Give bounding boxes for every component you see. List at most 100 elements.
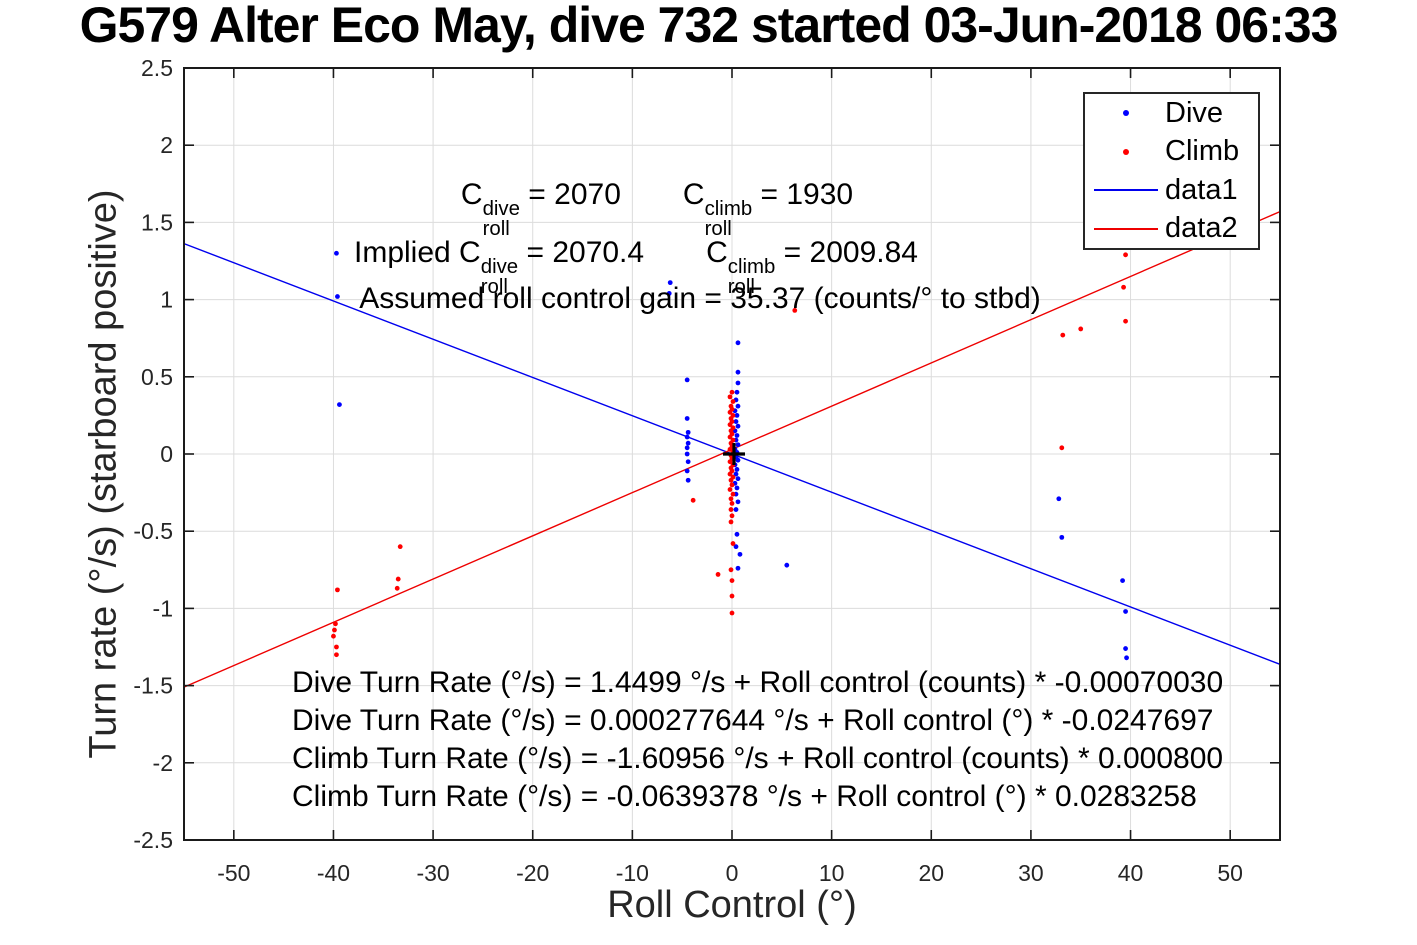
x-tick-label: -50 [217, 860, 250, 886]
dive-point [735, 369, 741, 375]
climb-point [728, 519, 734, 525]
legend-entry-data1: data1 [1085, 172, 1258, 208]
dive-point [734, 413, 740, 418]
climb-point [792, 308, 798, 313]
y-tick-label: -1 [153, 595, 173, 621]
x-tick-label: 30 [1018, 860, 1044, 886]
sup-sub-stack: climb roll [704, 198, 753, 240]
y-tick-label: 2 [160, 132, 173, 158]
equation-line: Dive Turn Rate (°/s) = 0.000277644 °/s +… [292, 704, 1214, 737]
dive-point [1056, 496, 1062, 502]
climb-point [335, 587, 340, 593]
dive-point [735, 403, 741, 409]
dive-point [685, 459, 691, 465]
dive-point [1120, 578, 1125, 584]
dive-point [735, 457, 741, 463]
climb-point [729, 501, 735, 506]
climb-point [332, 627, 337, 633]
dive-point [1123, 609, 1128, 614]
equation-line: Dive Turn Rate (°/s) = 1.4499 °/s + Roll… [292, 666, 1224, 699]
dive-point [684, 468, 690, 474]
sup-sub-stack: dive roll [480, 256, 519, 298]
dive-point [734, 467, 740, 472]
dive-point [734, 485, 740, 491]
data1-line-marker-icon [1094, 189, 1158, 192]
legend-label: Climb [1165, 135, 1240, 168]
climb-point [727, 487, 733, 492]
dive-point [685, 440, 691, 446]
climb-point [729, 610, 735, 616]
climb-point [727, 409, 733, 415]
climb-point [331, 633, 336, 639]
dive-point [334, 250, 339, 256]
climb-point [690, 497, 696, 503]
legend: Dive Climb data1 data2 [1083, 92, 1260, 250]
climb-point [729, 593, 735, 599]
dive-dot-marker-icon [1094, 110, 1158, 117]
climb-point [727, 394, 733, 400]
y-tick-label: 0.5 [141, 364, 173, 390]
y-tick-label: -2.5 [133, 827, 173, 853]
equation-line: Climb Turn Rate (°/s) = -1.60956 °/s + R… [292, 742, 1224, 775]
dive-point [735, 565, 741, 571]
dive-point [735, 476, 741, 482]
dive-point [733, 507, 739, 512]
legend-entry-data2: data2 [1085, 211, 1258, 247]
legend-entry-climb: Climb [1085, 134, 1258, 170]
dive-point [685, 477, 691, 483]
y-tick-label: 1.5 [141, 209, 173, 235]
climb-point [728, 567, 734, 573]
climb-point [729, 513, 735, 519]
climb-point [1123, 318, 1128, 324]
climb-point [728, 477, 734, 483]
plot-title: G579 Alter Eco May, dive 732 started 03-… [79, 0, 1339, 53]
x-axis-label: Roll Control (°) [607, 884, 857, 926]
dive-point [784, 562, 790, 568]
climb-point [1078, 326, 1084, 332]
climb-point [394, 585, 400, 591]
climb-point [334, 644, 339, 650]
climb-point [1059, 445, 1065, 451]
dive-point [1124, 655, 1129, 661]
sup-sub-stack: climb roll [727, 256, 776, 298]
dive-point [735, 340, 741, 346]
climb-point [334, 652, 339, 658]
climb-point [729, 578, 735, 584]
equation-block: Dive Turn Rate (°/s) = 1.4499 °/s + Roll… [292, 664, 1223, 816]
dive-point [734, 531, 740, 537]
climb-point [727, 446, 733, 452]
climb-point [1121, 284, 1126, 290]
climb-point [727, 422, 733, 428]
dive-point [735, 442, 741, 448]
climb-point [729, 389, 735, 395]
dive-point [1123, 646, 1128, 651]
dive-point [733, 471, 739, 477]
x-tick-label: 0 [726, 860, 739, 886]
annotation-prefix: Implied [354, 236, 460, 269]
climb-point [715, 572, 721, 577]
y-tick-label: 0 [160, 441, 173, 467]
x-tick-label: -10 [616, 860, 649, 886]
dive-point [733, 419, 739, 424]
climb-dot-marker-icon [1094, 148, 1158, 155]
dive-point [337, 402, 342, 407]
dive-point [684, 434, 690, 440]
climb-point [333, 621, 338, 627]
dive-point [1059, 534, 1065, 540]
x-tick-label: -30 [416, 860, 449, 886]
legend-label: Dive [1165, 96, 1224, 129]
climb-point [727, 471, 733, 477]
climb-point [730, 399, 736, 404]
climb-point [730, 541, 736, 546]
x-tick-label: -40 [317, 860, 350, 886]
climb-point [397, 544, 403, 550]
climb-point [728, 507, 734, 512]
legend-entry-dive: Dive [1085, 95, 1258, 131]
dive-point [734, 389, 740, 395]
dive-point [684, 377, 690, 383]
